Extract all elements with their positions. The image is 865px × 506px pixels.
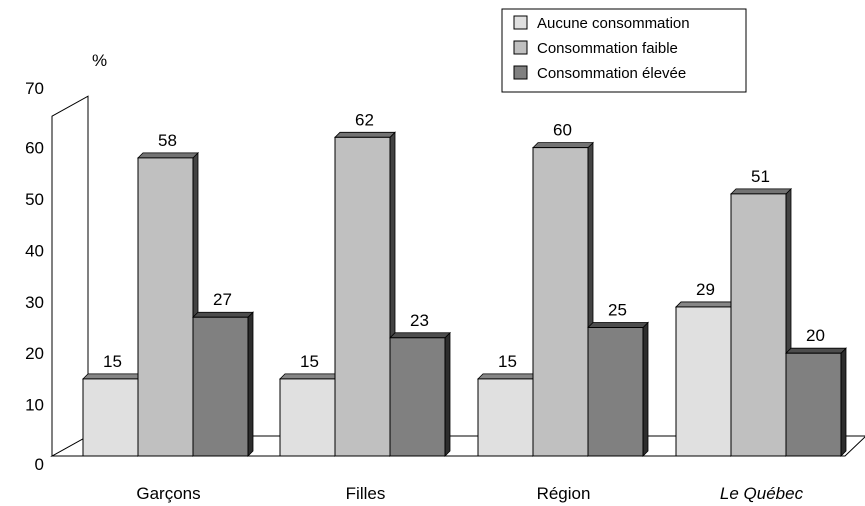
data-label: 20 <box>806 326 825 345</box>
bar: 29 <box>675 280 737 457</box>
x-axis: Garçons Filles Région Le Québec <box>136 484 803 503</box>
legend-item: Aucune consommation <box>513 15 690 32</box>
bar-top <box>532 142 594 148</box>
bar-front <box>82 378 139 457</box>
bar-front <box>279 378 336 457</box>
bar-front <box>587 327 644 457</box>
bar-front <box>192 316 249 457</box>
bar: 27 <box>192 290 254 457</box>
legend-swatch <box>513 40 528 55</box>
bar-front <box>675 306 732 457</box>
bar-top <box>389 332 451 339</box>
legend-item: Consommation faible <box>513 40 678 57</box>
y-tick-label: 10 <box>25 396 44 415</box>
bar-front <box>730 193 787 457</box>
bar: 15 <box>279 352 341 457</box>
bar-side <box>247 311 254 457</box>
data-label: 15 <box>103 352 122 371</box>
bar: 15 <box>477 352 539 457</box>
bar-top <box>137 152 199 159</box>
bar: 58 <box>137 131 199 457</box>
y-tick-label: 40 <box>25 241 44 260</box>
bar-top <box>192 311 254 318</box>
bar-top <box>82 373 144 380</box>
legend-item: Consommation élevée <box>513 65 686 82</box>
data-label: 62 <box>355 110 374 129</box>
data-label: 29 <box>696 280 715 299</box>
legend: Aucune consommation Consommation faible Co… <box>501 8 747 93</box>
bar-top <box>730 188 792 195</box>
data-label: 23 <box>410 311 429 330</box>
bar-front <box>334 136 391 457</box>
data-label: 15 <box>498 352 517 371</box>
data-label: 27 <box>213 290 232 309</box>
legend-swatch <box>513 15 528 30</box>
bar-side <box>444 331 451 457</box>
legend-label: Aucune consommation <box>537 15 690 32</box>
legend-label: Consommation élevée <box>537 65 686 82</box>
y-tick-label: 30 <box>25 293 44 312</box>
y-tick-label: 60 <box>25 139 44 158</box>
bar: 20 <box>785 326 847 457</box>
bar-top <box>587 322 649 328</box>
bar: 51 <box>730 167 792 457</box>
legend-box <box>501 8 747 93</box>
bars: 15 58 27 15 62 23 15 60 25 29 51 20 <box>82 110 847 457</box>
bar-side <box>840 347 847 457</box>
bar-front <box>532 147 589 457</box>
bar: 60 <box>532 121 594 457</box>
data-label: 15 <box>300 352 319 371</box>
x-tick-label: Garçons <box>136 484 200 503</box>
y-tick-label: 0 <box>35 455 44 474</box>
x-tick-label: Le Québec <box>720 484 804 503</box>
y-axis: 0 10 20 30 40 50 60 70 <box>25 79 44 474</box>
bar-front <box>137 157 194 457</box>
bar: 25 <box>587 301 649 457</box>
bar-front <box>389 337 446 457</box>
data-label: 51 <box>751 167 770 186</box>
y-tick-label: 50 <box>25 190 44 209</box>
legend-label: Consommation faible <box>537 40 678 57</box>
bar: 62 <box>334 110 396 457</box>
bar-top <box>675 301 737 308</box>
bar-top <box>279 373 341 380</box>
bar-top <box>477 373 539 380</box>
y-axis-label: % <box>92 51 107 70</box>
bar-side <box>642 321 649 457</box>
bar-top <box>334 131 396 138</box>
side-wall <box>51 95 89 457</box>
bar: 15 <box>82 352 144 457</box>
bar: 23 <box>389 311 451 457</box>
y-tick-label: 20 <box>25 344 44 363</box>
y-tick-label: 70 <box>25 79 44 98</box>
bar-front <box>785 352 842 457</box>
legend-swatch <box>513 65 528 80</box>
x-tick-label: Filles <box>346 484 386 503</box>
x-tick-label: Région <box>537 484 591 503</box>
data-label: 60 <box>553 121 572 140</box>
bar-front <box>477 378 534 457</box>
bar-top <box>785 347 847 354</box>
data-label: 58 <box>158 131 177 150</box>
data-label: 25 <box>608 301 627 320</box>
